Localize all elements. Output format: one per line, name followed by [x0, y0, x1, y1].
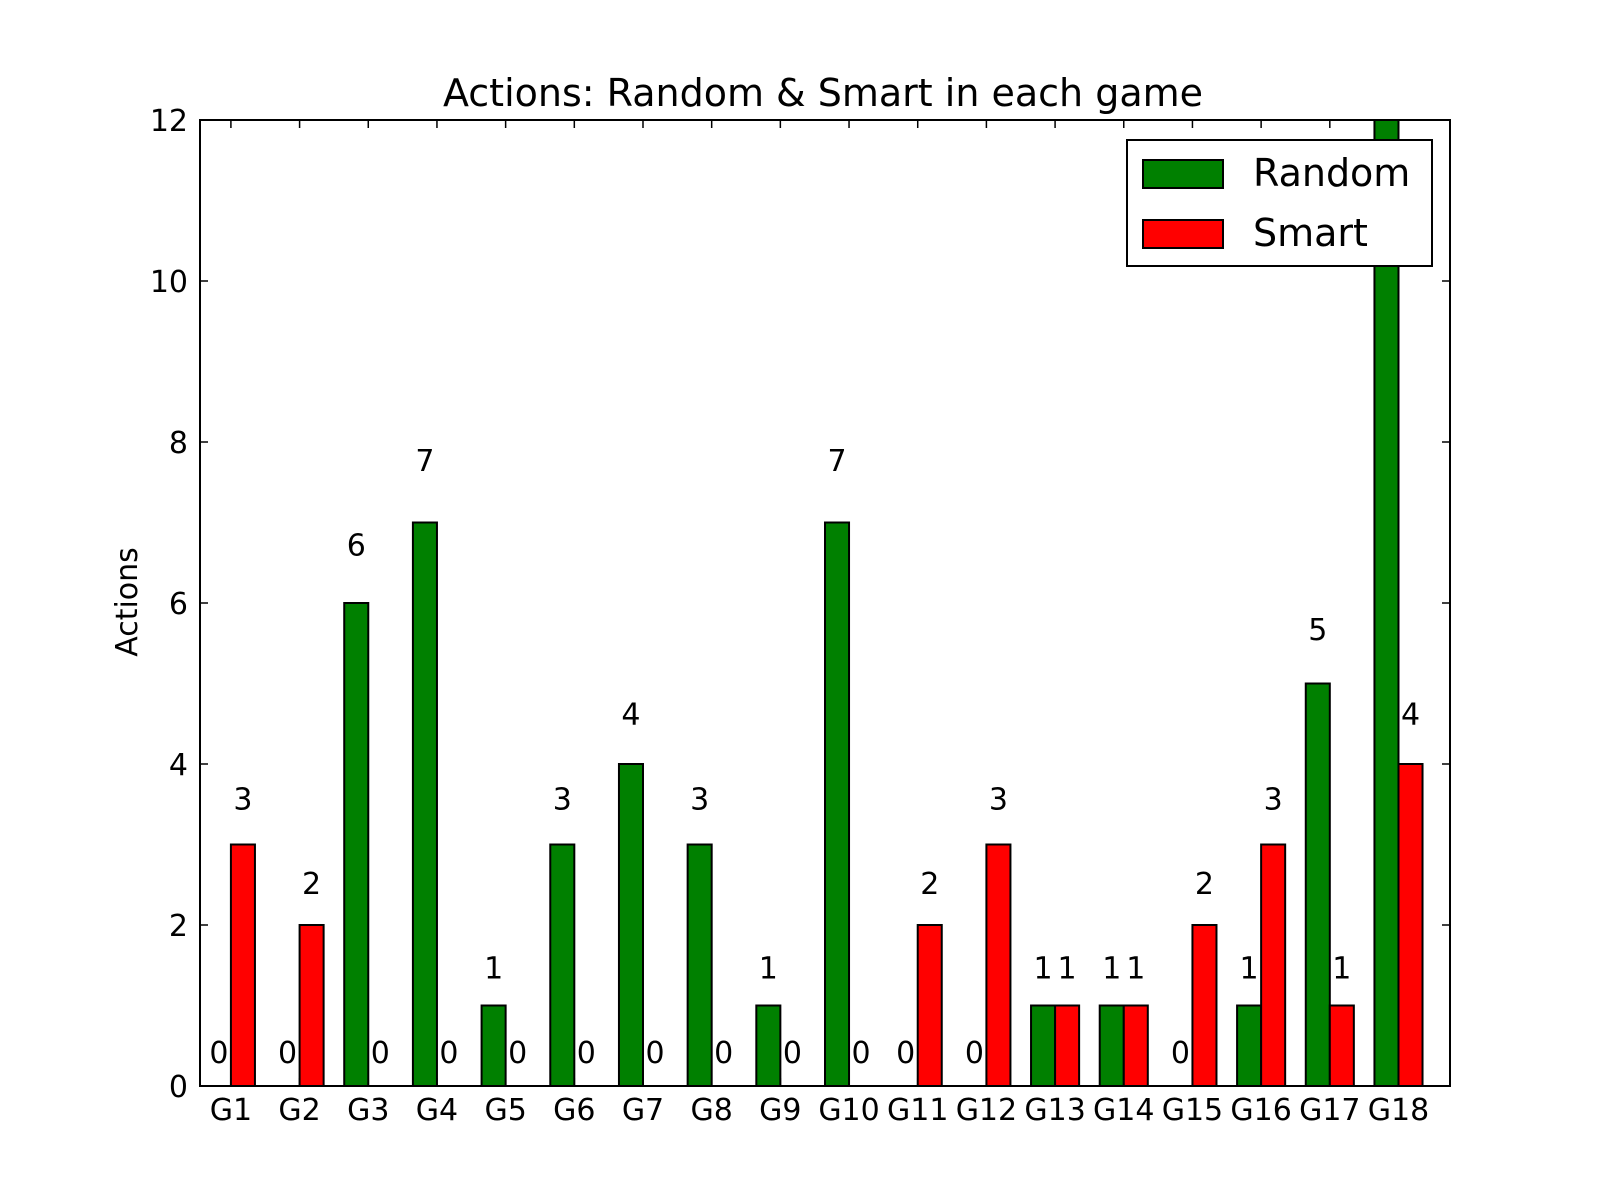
data-label-smart-g11: 2	[920, 867, 939, 902]
data-label-smart-g10: 0	[852, 1036, 871, 1071]
bars-layer	[229, 119, 1424, 1087]
x-tick-label-g15: G15	[1162, 1093, 1223, 1128]
bar-random-g3	[343, 602, 370, 1087]
data-label-smart-g13: 1	[1058, 951, 1077, 986]
legend-label-random: Random	[1253, 151, 1410, 195]
bar-random-g4	[411, 521, 438, 1087]
x-tick-label-g2: G2	[278, 1093, 320, 1128]
data-label-smart-g17: 1	[1332, 951, 1351, 986]
bar-smart-g12	[985, 843, 1012, 1087]
bar-random-g9	[755, 1004, 782, 1087]
data-label-random-g1: 0	[209, 1036, 228, 1071]
data-label-smart-g1: 3	[233, 782, 252, 817]
data-label-random-g2: 0	[278, 1036, 297, 1071]
bar-smart-g14	[1122, 1004, 1149, 1087]
data-label-smart-g5: 0	[508, 1036, 527, 1071]
x-tick-label-g3: G3	[347, 1093, 389, 1128]
data-label-random-g5: 1	[484, 951, 503, 986]
bar-random-g10	[824, 521, 851, 1087]
bar-smart-g11	[916, 924, 943, 1087]
y-tick-label-2: 2	[169, 909, 188, 944]
y-tick-label-4: 4	[169, 748, 188, 783]
data-label-random-g7: 4	[621, 698, 640, 733]
ticks-layer: G1 G2 G3 G4 G5 G6 G7 G8 G9 G10 G11 G12 G13 G14 G15 G16 G…	[150, 104, 1450, 1128]
data-label-random-g14: 1	[1102, 951, 1121, 986]
data-label-smart-g9: 0	[783, 1036, 802, 1071]
y-tick-label-12: 12	[150, 104, 188, 139]
x-tick-label-g12: G12	[956, 1093, 1017, 1128]
bar-random-g13	[1030, 1004, 1057, 1087]
x-tick-label-g14: G14	[1093, 1093, 1154, 1128]
bar-random-g7	[617, 763, 644, 1087]
data-label-random-g12: 0	[965, 1036, 984, 1071]
data-label-random-g17: 5	[1308, 613, 1327, 648]
bar-random-g14	[1098, 1004, 1125, 1087]
legend-swatch-smart	[1142, 219, 1224, 249]
data-label-smart-g4: 0	[439, 1036, 458, 1071]
data-label-smart-g18: 4	[1401, 698, 1420, 733]
x-tick-label-g5: G5	[484, 1093, 526, 1128]
data-label-smart-g16: 3	[1264, 782, 1283, 817]
x-tick-label-g18: G18	[1368, 1093, 1429, 1128]
data-label-random-g11: 0	[896, 1036, 915, 1071]
y-tick-label-10: 10	[150, 265, 188, 300]
bar-smart-g16	[1260, 843, 1287, 1087]
legend-swatch-random	[1142, 159, 1224, 189]
data-label-random-g15: 0	[1171, 1036, 1190, 1071]
data-label-random-g4: 7	[415, 444, 434, 479]
data-label-smart-g8: 0	[714, 1036, 733, 1071]
data-label-smart-g7: 0	[645, 1036, 664, 1071]
data-label-smart-g12: 3	[989, 782, 1008, 817]
data-label-random-g9: 1	[759, 951, 778, 986]
data-label-random-g3: 6	[347, 529, 366, 564]
legend: Random Smart	[1126, 139, 1433, 267]
x-tick-label-g6: G6	[553, 1093, 595, 1128]
data-label-random-g8: 3	[690, 782, 709, 817]
x-tick-label-g8: G8	[691, 1093, 733, 1128]
x-tick-label-g17: G17	[1299, 1093, 1360, 1128]
y-tick-label-0: 0	[169, 1070, 188, 1105]
bar-smart-g1	[229, 843, 256, 1087]
data-label-random-g13: 1	[1034, 951, 1053, 986]
x-tick-label-g9: G9	[759, 1093, 801, 1128]
bar-random-g5	[480, 1004, 507, 1087]
x-tick-label-g16: G16	[1230, 1093, 1291, 1128]
bar-random-g8	[686, 843, 713, 1087]
bar-random-g17	[1304, 682, 1331, 1087]
data-label-smart-g14: 1	[1126, 951, 1145, 986]
bar-smart-g2	[298, 924, 325, 1087]
x-tick-label-g4: G4	[416, 1093, 458, 1128]
data-label-smart-g2: 2	[302, 867, 321, 902]
bar-random-g16	[1236, 1004, 1263, 1087]
y-tick-label-6: 6	[169, 587, 188, 622]
data-label-random-g10: 7	[827, 444, 846, 479]
x-tick-label-g13: G13	[1024, 1093, 1085, 1128]
bar-smart-g18	[1397, 763, 1424, 1087]
bar-random-g6	[549, 843, 576, 1087]
bar-smart-g13	[1054, 1004, 1081, 1087]
x-tick-label-g1: G1	[210, 1093, 252, 1128]
data-label-random-g6: 3	[553, 782, 572, 817]
x-tick-label-g7: G7	[622, 1093, 664, 1128]
data-label-smart-g6: 0	[577, 1036, 596, 1071]
chart-title: Actions: Random & Smart in each game	[443, 71, 1203, 115]
x-tick-label-g10: G10	[818, 1093, 879, 1128]
x-tick-label-g11: G11	[887, 1093, 948, 1128]
y-axis-label: Actions	[110, 547, 145, 657]
bar-smart-g15	[1191, 924, 1218, 1087]
data-label-smart-g3: 0	[371, 1036, 390, 1071]
plot-frame	[199, 119, 1451, 1087]
legend-label-smart: Smart	[1253, 211, 1368, 255]
y-tick-label-8: 8	[169, 426, 188, 461]
data-label-random-g16: 1	[1240, 951, 1259, 986]
bar-smart-g17	[1328, 1004, 1355, 1087]
data-label-smart-g15: 2	[1195, 867, 1214, 902]
